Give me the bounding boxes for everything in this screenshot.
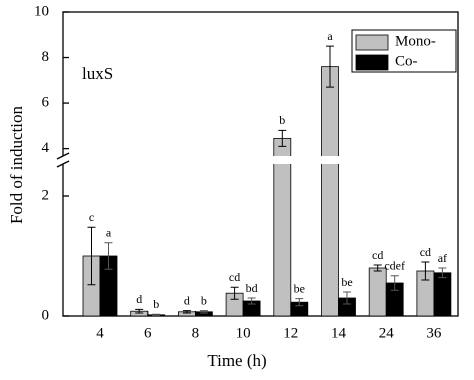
x-tick-label: 4 <box>96 325 104 341</box>
legend-label: Mono- <box>395 33 436 49</box>
bar <box>368 267 387 317</box>
significance-letter: cd <box>372 248 383 262</box>
y-tick-label: 0 <box>42 307 50 323</box>
error-bar <box>87 226 96 286</box>
x-tick-label: 8 <box>192 325 200 341</box>
error-bar <box>326 45 334 88</box>
significance-letter: a <box>106 226 112 240</box>
significance-letter: bd <box>246 281 258 295</box>
error-bar <box>247 297 256 305</box>
x-tick-label: 6 <box>144 325 152 341</box>
significance-letter: d <box>136 292 142 306</box>
annotation: luxS <box>82 64 113 83</box>
x-axis-title: Time (h) <box>207 351 266 370</box>
error-bar <box>104 242 113 270</box>
error-bar <box>135 308 144 314</box>
x-tick-label: 24 <box>379 325 395 341</box>
x-tick-label: 12 <box>283 325 298 341</box>
y-tick-label: 2 <box>42 187 50 203</box>
error-bar <box>373 264 382 272</box>
error-bar <box>421 261 430 281</box>
error-bar <box>278 129 287 147</box>
significance-letter: b <box>279 113 285 127</box>
significance-letter: cd <box>229 270 240 284</box>
significance-letter: d <box>184 293 190 307</box>
error-bar <box>152 313 161 316</box>
error-bar <box>199 310 208 314</box>
significance-letter: c <box>89 210 94 224</box>
y-tick-label: 8 <box>42 49 50 65</box>
x-tick-label: 10 <box>236 325 251 341</box>
y-axis-title: Fold of induction <box>7 105 26 224</box>
significance-letter: b <box>153 297 159 311</box>
significance-letter: af <box>438 251 447 265</box>
error-bar <box>182 310 191 314</box>
x-tick-label: 36 <box>426 325 442 341</box>
error-bar <box>390 275 399 291</box>
axis-break-gap <box>55 156 452 164</box>
legend-label: Co- <box>395 53 418 69</box>
legend-swatch <box>355 34 389 51</box>
significance-letter: be <box>341 275 352 289</box>
error-bar <box>343 291 351 305</box>
x-tick-label: 14 <box>331 325 347 341</box>
bar <box>273 137 292 317</box>
error-bar <box>438 267 447 279</box>
significance-letter: a <box>327 29 333 43</box>
y-tick-label: 10 <box>34 3 49 19</box>
legend-swatch <box>355 54 389 71</box>
axis-break-mark <box>56 152 70 168</box>
y-tick-label: 4 <box>42 140 50 156</box>
significance-letter: b <box>201 293 207 307</box>
error-bar <box>230 286 239 300</box>
significance-letter: cd <box>420 245 431 259</box>
significance-letter: cdef <box>384 259 405 273</box>
bar <box>321 66 339 317</box>
significance-letter: be <box>294 281 305 295</box>
y-tick-label: 6 <box>42 95 50 111</box>
bar <box>433 272 452 317</box>
error-bar <box>295 298 304 307</box>
